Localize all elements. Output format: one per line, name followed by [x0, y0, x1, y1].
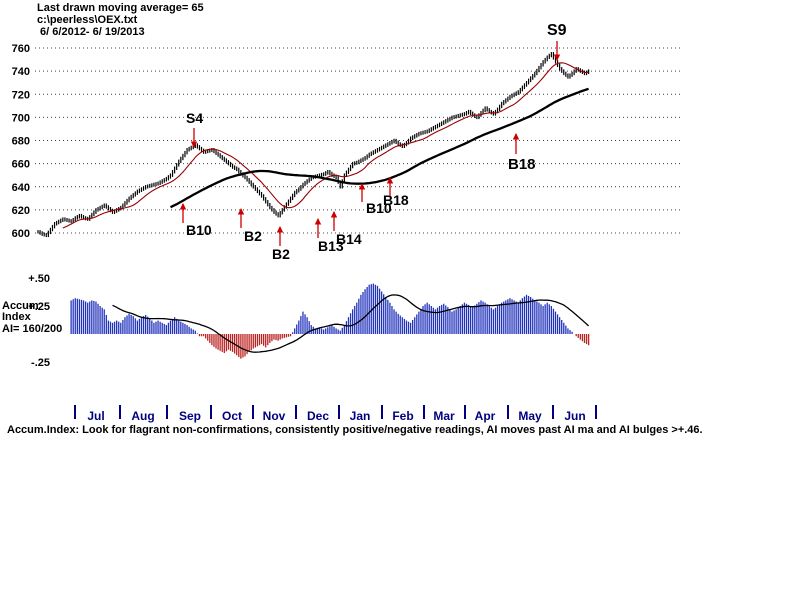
signal-arrow-head	[314, 218, 322, 225]
month-label: Dec	[307, 409, 329, 423]
price-and-accum-chart: 600 620 640 660 680 700 720 740 760 S4 S9 B10 B2 B2 B1…	[12, 22, 680, 423]
accum-ma-line	[112, 294, 590, 353]
month-label: May	[518, 409, 542, 423]
signal-arrow-head	[553, 54, 561, 61]
accum-ai-ratio: AI= 160/200	[2, 323, 63, 335]
month-label: Feb	[392, 409, 413, 423]
ma-short-line	[62, 62, 589, 229]
month-label: Apr	[475, 409, 496, 423]
month-label: Oct	[222, 409, 242, 423]
price-ma-short	[62, 62, 589, 229]
signal-arrow-head	[358, 183, 366, 190]
y-axis-label: 600	[12, 228, 30, 240]
signal-arrow-head	[386, 177, 394, 184]
accum-scale: +.50 +.25 -.25	[28, 273, 50, 369]
signal-label: B18	[383, 192, 409, 208]
accum-scale-label: +.25	[28, 301, 50, 313]
signal-label: B2	[272, 246, 290, 262]
signal-arrow-head	[237, 208, 245, 215]
signal-label: B10	[186, 222, 212, 238]
signal-arrow-head	[276, 226, 284, 233]
footer-note: Accum.Index: Look for flagrant non-confi…	[7, 424, 703, 436]
signal-label: S9	[547, 22, 567, 39]
signal-label: B14	[336, 231, 362, 247]
month-label: Mar	[433, 409, 455, 423]
signal-label: B2	[244, 228, 262, 244]
signal-arrow-head	[179, 203, 187, 210]
y-axis-label: 660	[12, 159, 30, 171]
accum-label-line1: Accum	[2, 300, 39, 312]
signal-arrow-head	[512, 133, 520, 140]
month-label: Jun	[564, 409, 585, 423]
signal-arrow-head	[330, 211, 338, 218]
y-axis-label: 740	[12, 66, 30, 78]
accum-scale-label: +.50	[28, 273, 50, 285]
signal-arrow-head	[190, 141, 198, 148]
price-ma-long	[169, 87, 589, 209]
accum-ma	[112, 294, 590, 353]
month-label: Sep	[179, 409, 201, 423]
price-bars	[37, 52, 590, 238]
y-axis-label: 680	[12, 136, 30, 148]
y-axis-label: 760	[12, 43, 30, 55]
y-axis-label: 640	[12, 182, 30, 194]
price-grid: 600 620 640 660 680 700 720 740 760	[12, 43, 680, 240]
ma-status-line: Last drawn moving average= 65	[37, 2, 204, 14]
month-label: Jan	[350, 409, 371, 423]
accum-bars	[70, 283, 590, 359]
month-axis: Jul Aug Sep Oct Nov Dec Jan Feb Mar Apr May Jun	[74, 405, 597, 423]
ma-long-line	[169, 87, 589, 209]
accum-scale-label: -.25	[31, 357, 50, 369]
file-path: c:\peerless\OEX.txt	[37, 14, 138, 26]
signal-label: B10	[366, 200, 392, 216]
month-label: Nov	[263, 409, 286, 423]
signal-label: B13	[318, 238, 344, 254]
signal-label: B18	[508, 156, 536, 173]
y-axis-label: 700	[12, 112, 30, 124]
month-label: Jul	[87, 409, 104, 423]
y-axis-label: 620	[12, 205, 30, 217]
month-label: Aug	[131, 409, 154, 423]
accum-label-line2: Index	[2, 311, 31, 323]
date-range: 6/ 6/2012- 6/ 19/2013	[37, 26, 145, 38]
signal-label: S4	[186, 110, 203, 126]
y-axis-label: 720	[12, 89, 30, 101]
